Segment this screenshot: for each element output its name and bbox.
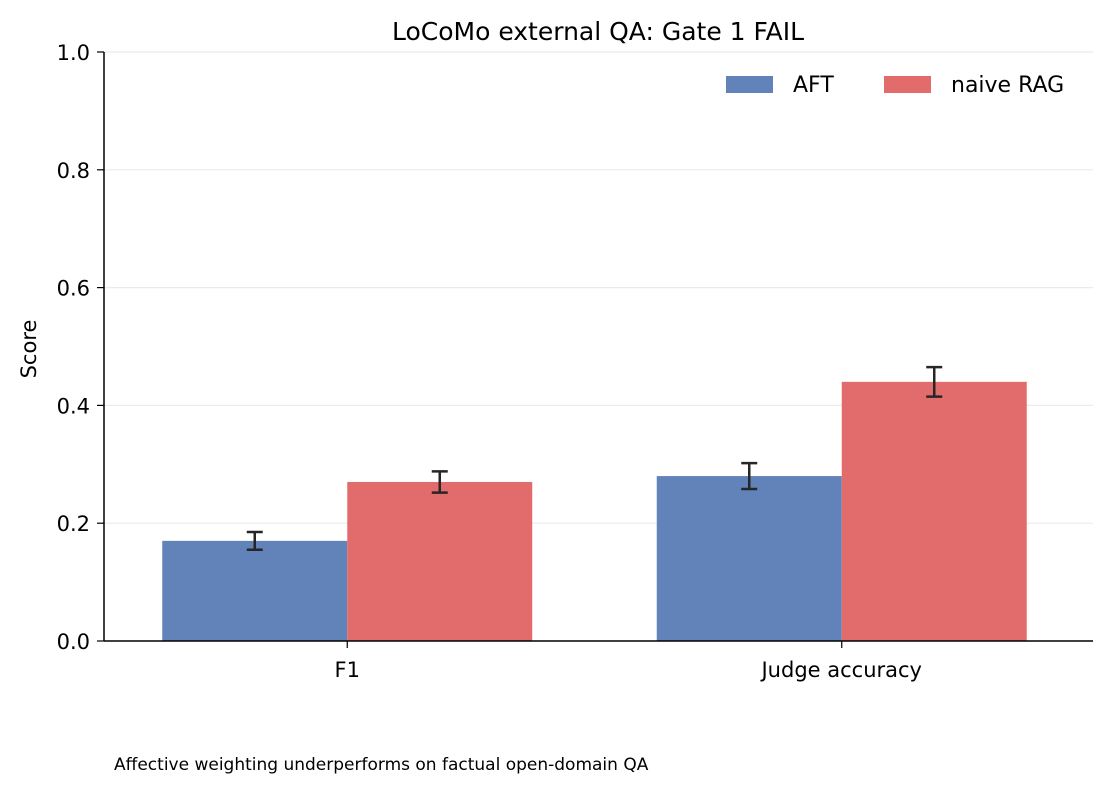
y-axis: 0.0 0.2 0.4 0.6 0.8 1.0 (57, 41, 105, 654)
legend-label: AFT (793, 73, 834, 98)
y-tick-label: 0.6 (57, 277, 90, 301)
bars (162, 381, 1027, 641)
legend-swatch (884, 76, 931, 93)
x-tick-label: Judge accuracy (759, 658, 922, 682)
chart-title: LoCoMo external QA: Gate 1 FAIL (392, 17, 804, 46)
y-tick-label: 0.4 (57, 394, 90, 418)
bar-aft (656, 476, 842, 641)
chart-caption: Affective weighting underperforms on fac… (114, 755, 649, 775)
legend: AFT naive RAG (726, 73, 1064, 98)
y-tick-label: 0.8 (57, 159, 90, 183)
bar-aft (162, 540, 348, 641)
legend-label: naive RAG (951, 73, 1064, 98)
legend-swatch (726, 76, 773, 93)
y-tick-label: 0.0 (57, 630, 90, 654)
bar-naive-rag (347, 481, 533, 641)
y-tick-label: 1.0 (57, 41, 90, 65)
y-axis-label: Score (17, 320, 41, 379)
x-axis: F1 Judge accuracy (104, 640, 1093, 682)
bar-chart: LoCoMo external QA: Gate 1 FAIL 0.00.20.… (17, 17, 1093, 682)
error-bars (246, 365, 943, 551)
y-tick-label: 0.2 (57, 512, 90, 536)
x-tick-label: F1 (335, 658, 360, 682)
bar-naive-rag (841, 381, 1027, 641)
